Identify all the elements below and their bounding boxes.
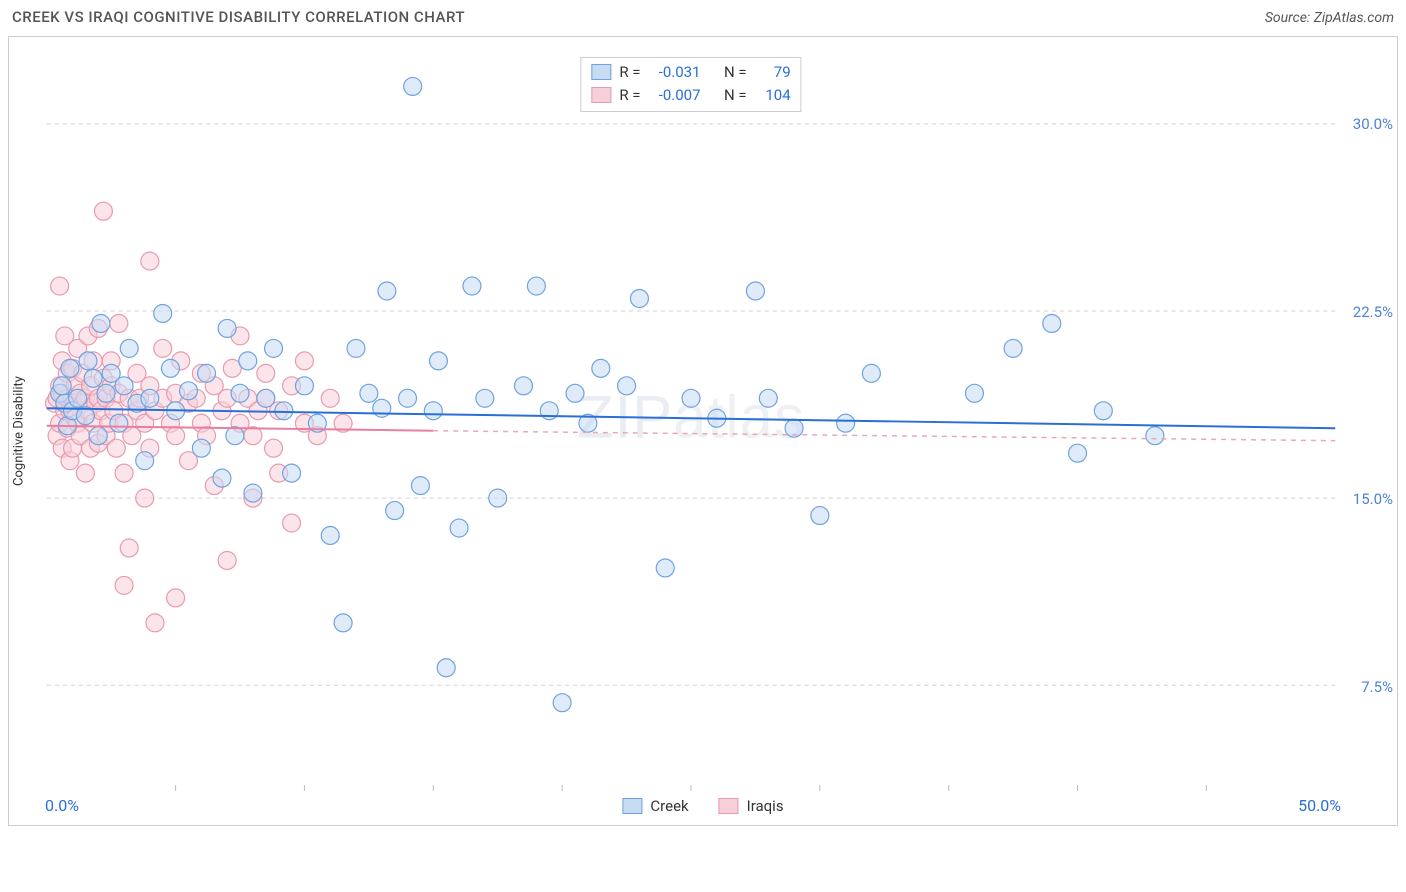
y-tick-label: 22.5% xyxy=(1353,303,1393,321)
iraqi-trendline-extrapolated xyxy=(433,431,1335,441)
stats-row-creek: R = -0.031 N = 79 xyxy=(591,61,790,84)
stat-r-value: -0.031 xyxy=(649,61,701,84)
y-axis-label: Cognitive Disability xyxy=(12,376,27,486)
swatch-iraqi-icon xyxy=(591,87,611,103)
stat-n-value: 104 xyxy=(755,84,791,107)
legend-swatch-iraqi-icon xyxy=(719,798,739,814)
stat-r-label: R = xyxy=(619,61,640,84)
chart-title: CREEK VS IRAQI COGNITIVE DISABILITY CORR… xyxy=(12,8,465,26)
x-axis-label: 50.0% xyxy=(1298,796,1341,815)
y-tick-label: 30.0% xyxy=(1353,115,1393,133)
chart-container: Cognitive Disability ZIPatlas R =-0.031 … xyxy=(8,36,1398,826)
stat-r-label: R = xyxy=(619,84,640,107)
stat-n-label: N = xyxy=(724,61,747,84)
plot-area: ZIPatlas R =-0.031 N =79R =-0.007 N =104… xyxy=(45,49,1337,785)
series-legend: Creek Iraqis xyxy=(622,797,783,815)
stat-n-value: 79 xyxy=(755,61,791,84)
scatter-plot-svg xyxy=(45,49,1337,785)
y-tick-label: 15.0% xyxy=(1353,490,1393,508)
stat-n-label: N = xyxy=(724,84,747,107)
legend-item-creek: Creek xyxy=(622,797,688,815)
legend-label: Creek xyxy=(650,797,688,815)
legend-item-iraqi: Iraqis xyxy=(719,797,784,815)
source-text: Source: ZipAtlas.com xyxy=(1265,10,1394,26)
swatch-creek-icon xyxy=(591,64,611,80)
legend-swatch-creek-icon xyxy=(622,798,642,814)
legend-label: Iraqis xyxy=(747,797,784,815)
x-axis-label: 0.0% xyxy=(45,796,79,815)
stats-legend: R = -0.031 N = 79 R = -0.007 N = 104 xyxy=(580,57,801,112)
stats-row-iraqi: R = -0.007 N = 104 xyxy=(591,84,790,107)
stat-r-value: -0.007 xyxy=(649,84,701,107)
y-tick-label: 7.5% xyxy=(1361,678,1393,696)
